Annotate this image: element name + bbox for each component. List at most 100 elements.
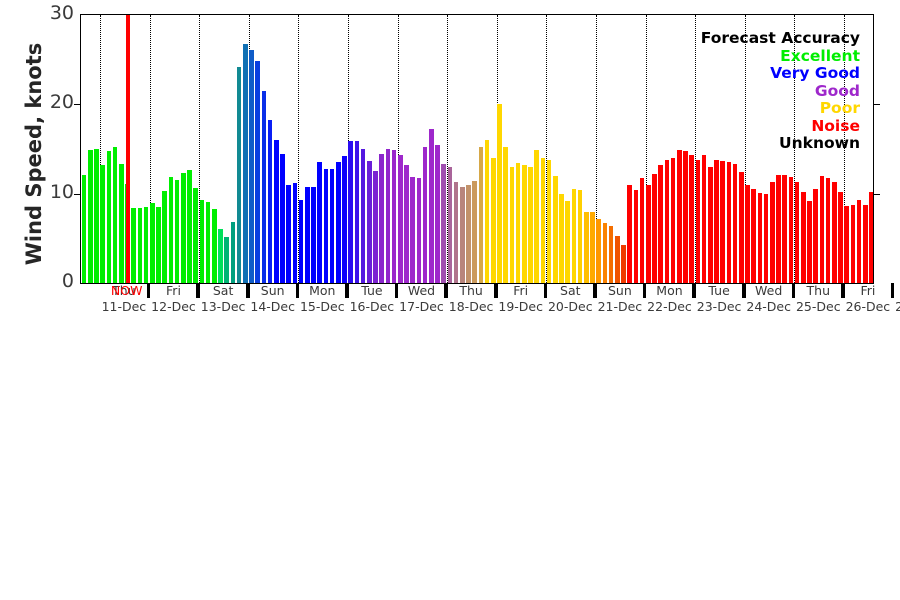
bar xyxy=(441,164,446,283)
x-day-date-26-Dec: 26-Dec xyxy=(845,299,891,314)
bar xyxy=(385,149,391,283)
bar xyxy=(267,120,273,283)
x-day-name-25-Dec: Thu xyxy=(806,283,831,298)
bar xyxy=(472,181,477,283)
x-day-tick-17-Dec xyxy=(394,283,399,298)
bar xyxy=(534,149,539,283)
bar xyxy=(801,191,806,283)
x-day-date-19-Dec: 19-Dec xyxy=(498,299,543,314)
bar xyxy=(367,160,372,283)
y-tick-label-10: 10 xyxy=(49,180,74,203)
bar xyxy=(751,189,756,283)
x-day-name-15-Dec: Mon xyxy=(309,283,336,298)
x-day-name-12-Dec: Fri xyxy=(166,283,181,298)
grid-line-day-14 xyxy=(794,15,796,283)
grid-line-day-13 xyxy=(744,15,746,283)
bar xyxy=(732,164,738,283)
bar xyxy=(528,166,533,283)
x-day-name-26-Dec: Fri xyxy=(860,283,876,298)
x-day-date-15-Dec: 15-Dec xyxy=(299,299,345,314)
now-marker-line xyxy=(125,15,130,283)
bar xyxy=(621,244,626,283)
y-tick-label-30: 30 xyxy=(49,2,74,24)
x-day-tick-13-Dec xyxy=(196,283,201,298)
bar xyxy=(88,149,93,283)
bar xyxy=(106,150,112,283)
bar xyxy=(354,140,360,283)
y-tick-mark-right-10 xyxy=(873,193,880,195)
x-day-date-20-Dec: 20-Dec xyxy=(547,299,593,314)
bar xyxy=(683,150,688,283)
x-day-name-22-Dec: Mon xyxy=(656,283,683,298)
x-day-name-27-Dec: Sat xyxy=(887,283,900,298)
y-tick-mark-10 xyxy=(74,193,81,195)
bar xyxy=(503,147,508,283)
x-day-tick-22-Dec xyxy=(642,283,647,298)
bar xyxy=(627,184,632,283)
bar xyxy=(484,140,490,283)
bar xyxy=(168,176,174,283)
x-day-tick-27-Dec xyxy=(890,283,895,298)
bar xyxy=(199,199,205,283)
x-day-date-13-Dec: 13-Dec xyxy=(200,299,246,314)
x-day-name-14-Dec: Sun xyxy=(260,283,285,298)
bar xyxy=(832,182,837,283)
bar xyxy=(453,182,459,283)
y-tick-mark-20 xyxy=(74,104,81,106)
bar xyxy=(398,155,403,283)
legend: Forecast Accuracy Excellent Very Good Good… xyxy=(701,29,860,153)
x-day-date-12-Dec: 12-Dec xyxy=(151,299,196,314)
bar xyxy=(658,165,663,283)
x-day-tick-20-Dec xyxy=(543,283,548,298)
x-day-date-18-Dec: 18-Dec xyxy=(448,299,494,314)
x-day-date-21-Dec: 21-Dec xyxy=(597,299,643,314)
x-day-tick-21-Dec xyxy=(593,283,597,298)
bar xyxy=(794,182,800,283)
bar xyxy=(714,159,719,283)
x-day-date-25-Dec: 25-Dec xyxy=(795,299,841,314)
bar xyxy=(317,162,322,283)
bar xyxy=(249,49,254,283)
x-day-tick-26-Dec xyxy=(841,283,845,298)
grid-line-day-1 xyxy=(149,15,151,283)
bar xyxy=(112,147,118,283)
grid-line-day-9 xyxy=(546,15,548,283)
bar xyxy=(435,145,440,283)
bar xyxy=(497,104,502,283)
y-tick-label-20: 20 xyxy=(49,91,74,114)
x-day-date-11-Dec: 11-Dec xyxy=(101,299,147,314)
plot-area xyxy=(74,14,880,284)
bar xyxy=(193,188,198,283)
bar xyxy=(298,199,304,283)
y-tick-mark-right-20 xyxy=(873,104,880,106)
bar xyxy=(286,184,291,283)
bar xyxy=(181,173,186,283)
bar xyxy=(348,140,353,283)
bar xyxy=(143,207,149,283)
bar xyxy=(819,175,825,283)
x-day-date-16-Dec: 16-Dec xyxy=(349,299,395,314)
bar xyxy=(670,157,676,283)
bar xyxy=(850,205,856,283)
bar xyxy=(770,182,775,283)
bar xyxy=(391,149,397,283)
x-day-date-24-Dec: 24-Dec xyxy=(746,299,791,314)
bar xyxy=(373,171,378,283)
bar xyxy=(100,165,105,283)
bar xyxy=(137,207,143,283)
bar xyxy=(546,159,552,283)
bar xyxy=(745,184,750,283)
bar xyxy=(869,191,873,283)
bar xyxy=(633,190,639,283)
bar xyxy=(255,60,260,283)
grid-line-day-0 xyxy=(100,15,102,283)
x-day-tick-24-Dec xyxy=(742,283,746,298)
legend-entry-poor: Poor xyxy=(819,99,860,117)
bar xyxy=(422,147,428,283)
bar xyxy=(565,200,570,283)
bar xyxy=(844,206,849,283)
x-day-name-11-Dec: Thu xyxy=(112,283,136,298)
bar xyxy=(602,223,608,283)
bar xyxy=(540,157,546,283)
